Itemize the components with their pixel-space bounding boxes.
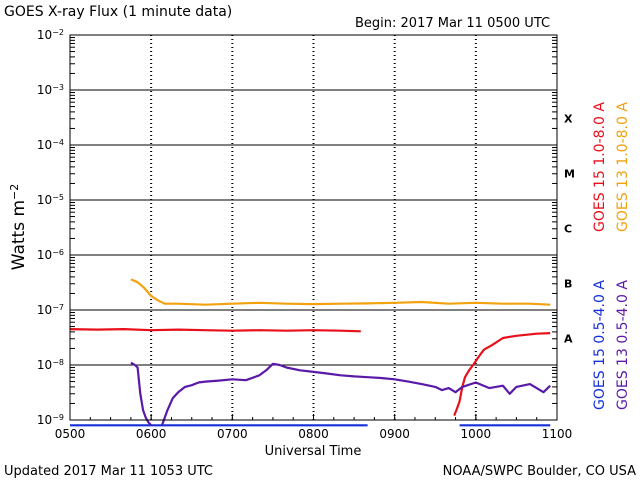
x-tick-label-0800: 0800: [298, 427, 329, 441]
x-axis-label: Universal Time: [265, 444, 362, 459]
legend-layer: GOES 15 1.0-8.0 A GOES 13 1.0-8.0 A GOES 1…: [592, 102, 631, 410]
series-goes-13-1-0-8-0-a-seg-0: [130, 278, 551, 306]
y-tick-label--2: 10−2: [37, 28, 64, 43]
updated-time: Updated 2017 Mar 11 1053 UTC: [4, 464, 213, 479]
x-tick-label-1100: 1100: [542, 427, 573, 441]
y-tick-base: 10: [37, 248, 52, 262]
grid-layer: [70, 34, 557, 421]
y-tick-label--5: 10−5: [37, 193, 64, 208]
legend-goes-15-1-0-8-0-a: GOES 15 1.0-8.0 A: [592, 102, 608, 232]
legend-goes-15-0-5-4-0-a: GOES 15 0.5-4.0 A: [592, 280, 608, 410]
x-tick-label-0500: 0500: [55, 427, 86, 441]
series-layer: [69, 278, 551, 427]
series-goes-13-0-5-4-0-a-seg-0: [130, 361, 152, 427]
flare-class-C: C: [564, 223, 572, 236]
y-tick-base: 10: [37, 83, 52, 97]
y-tick-label--3: 10−3: [37, 83, 64, 98]
y-tick-base: 10: [37, 358, 52, 372]
credit-line: NOAA/SWPC Boulder, CO USA: [443, 464, 636, 479]
y-tick-exponent: −6: [52, 248, 64, 257]
y-axis-label-text: Watts m: [9, 200, 29, 270]
y-tick-base: 10: [37, 193, 52, 207]
y-tick-exponent: −7: [52, 303, 64, 312]
y-tick-label--4: 10−4: [37, 138, 64, 153]
legend-goes-13-1-0-8-0-a: GOES 13 1.0-8.0 A: [615, 102, 631, 232]
series-goes-13-0-5-4-0-a-seg-1: [160, 362, 551, 426]
flare-class-B: B: [564, 278, 572, 291]
y-tick-base: 10: [37, 138, 52, 152]
y-tick-exponent: −9: [52, 413, 64, 422]
chart-title: GOES X-ray Flux (1 minute data): [4, 4, 232, 20]
legend-goes-13-0-5-4-0-a: GOES 13 0.5-4.0 A: [615, 280, 631, 410]
flare-class-M: M: [564, 168, 575, 181]
y-tick-label--8: 10−8: [37, 358, 64, 373]
x-tick-label-1000: 1000: [461, 427, 492, 441]
y-tick-label--9: 10−9: [37, 413, 64, 428]
begin-time: Begin: 2017 Mar 11 0500 UTC: [355, 16, 550, 31]
y-tick-label--7: 10−7: [37, 303, 64, 318]
y-tick-exponent: −4: [52, 138, 64, 147]
x-tick-label-0600: 0600: [136, 427, 167, 441]
y-tick-exponent: −5: [52, 193, 64, 202]
y-tick-exponent: −2: [52, 28, 64, 37]
y-tick-base: 10: [37, 303, 52, 317]
y-axis-label-exponent: −2: [8, 184, 21, 200]
y-tick-label--6: 10−6: [37, 248, 64, 263]
y-tick-exponent: −3: [52, 83, 64, 92]
y-tick-base: 10: [37, 28, 52, 42]
series-goes-15-1-0-8-0-a-seg-1: [453, 332, 551, 417]
flare-class-A: A: [564, 333, 573, 346]
svg-text:Watts m−2: Watts m−2: [8, 184, 30, 271]
flare-class-X: X: [564, 113, 573, 126]
y-axis-label: Watts m−2: [8, 184, 30, 271]
x-tick-label-0700: 0700: [217, 427, 248, 441]
plot-frame: [69, 34, 558, 421]
y-tick-exponent: −8: [52, 358, 64, 367]
y-tick-base: 10: [37, 413, 52, 427]
series-goes-15-1-0-8-0-a-seg-0: [69, 328, 361, 333]
x-tick-label-0900: 0900: [379, 427, 410, 441]
